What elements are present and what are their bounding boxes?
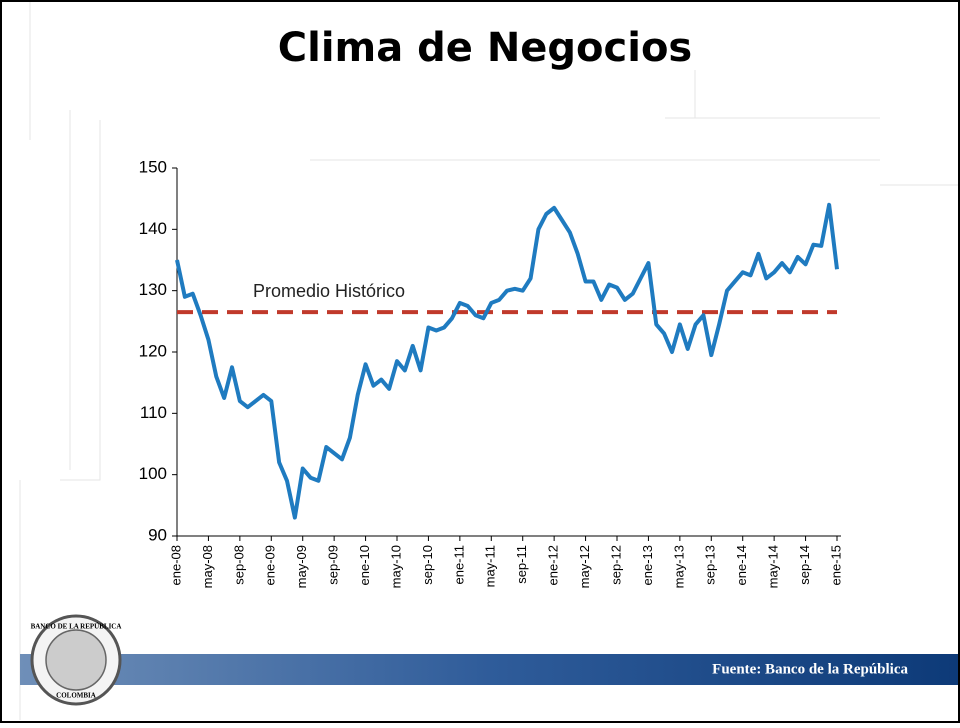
x-tick-label: may-14: [766, 545, 781, 588]
x-tick-label: sep-13: [703, 545, 718, 585]
x-tick-label: ene-11: [451, 545, 466, 585]
x-tick-label: may-13: [671, 545, 686, 588]
logo-text: COLOMBIA: [56, 692, 96, 700]
y-tick-label: 150: [139, 157, 167, 176]
x-tick-label: sep-09: [326, 545, 341, 585]
x-tick-label: ene-15: [828, 545, 843, 585]
x-tick-label: sep-14: [797, 545, 812, 585]
chart-title: Clima de Negocios: [278, 25, 693, 71]
reference-label: Promedio Histórico: [253, 281, 405, 301]
x-tick-label: sep-11: [514, 545, 529, 584]
y-tick-label: 110: [140, 403, 167, 422]
x-tick-label: ene-09: [263, 545, 278, 585]
x-tick-label: may-12: [577, 545, 592, 588]
x-tick-label: may-11: [483, 545, 498, 587]
x-tick-label: may-09: [294, 545, 309, 588]
y-tick-label: 90: [148, 525, 167, 544]
source-text: Fuente: Banco de la República: [712, 661, 908, 677]
data-line: [175, 202, 839, 520]
background-lines: [19, 2, 958, 720]
x-tick-label: ene-12: [546, 545, 561, 585]
x-tick-label: may-08: [200, 545, 215, 588]
footer-bar: [20, 654, 958, 685]
x-tick-label: sep-08: [231, 545, 246, 585]
x-tick-label: sep-10: [420, 545, 435, 585]
logo-center: [45, 629, 107, 691]
y-tick-label: 140: [139, 219, 167, 238]
logo-text: BANCO DE LA REPÚBLICA: [31, 623, 122, 631]
y-tick-label: 100: [139, 464, 167, 483]
x-tick-label: may-10: [388, 545, 403, 588]
x-tick-label: ene-13: [640, 545, 655, 585]
y-tick-label: 130: [139, 280, 167, 299]
x-tick-label: sep-12: [608, 545, 623, 585]
x-tick-label: ene-08: [168, 545, 183, 585]
y-tick-label: 120: [139, 341, 167, 360]
logo: BANCO DE LA REPÚBLICA COLOMBIA: [30, 614, 122, 706]
x-tick-label: ene-14: [734, 545, 749, 585]
x-tick-label: ene-10: [357, 545, 372, 585]
plot: 90 100 110 120 130 140 150 ene-08 may-08 sep-08 en…: [139, 157, 844, 588]
